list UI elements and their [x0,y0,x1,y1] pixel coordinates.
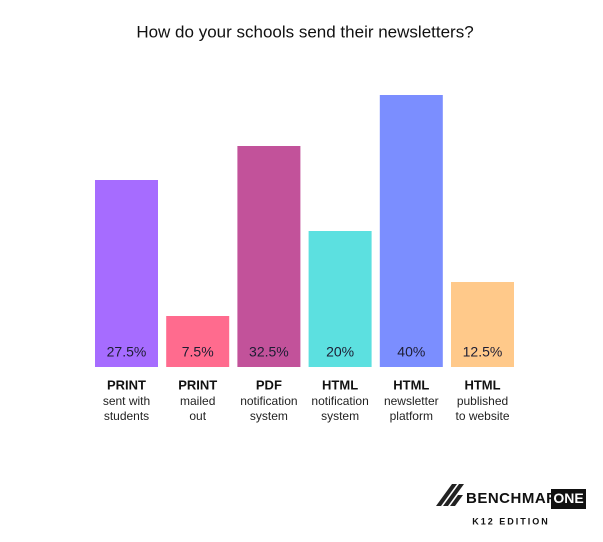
chart-title: How do your schools send their newslette… [136,22,473,41]
bar [308,231,372,367]
category-note: notification [311,394,368,408]
category-note: system [321,409,359,423]
category-label: PDF [256,377,282,392]
value-label: 40% [397,344,425,360]
category-note: out [189,409,206,423]
logo-edition: K12 EDITION [472,516,550,526]
category-label: PRINT [107,377,146,392]
logo-badge-box [551,489,586,509]
category-note: to website [455,409,509,423]
category-note: system [250,409,288,423]
category-note: platform [390,409,433,423]
logo-icon [436,484,464,506]
bar [95,180,158,367]
bar [166,316,230,367]
bar [451,282,514,367]
category-note: students [104,409,149,423]
category-note: mailed [180,394,215,408]
logo-badge: ONE [553,490,583,506]
category-note: published [457,394,508,408]
category-label: HTML [322,377,358,392]
logo: BENCHMARK ONE K12 EDITION [436,484,586,526]
category-label: PRINT [178,377,217,392]
value-label: 12.5% [463,344,503,360]
value-label: 27.5% [107,344,147,360]
bar [379,95,443,367]
category-note: notification [240,394,297,408]
category-label: HTML [464,377,500,392]
value-label: 20% [326,344,354,360]
logo-name: BENCHMARK [466,490,569,507]
bar [237,146,301,367]
category-label: HTML [393,377,429,392]
category-note: newsletter [384,394,439,408]
value-label: 32.5% [249,344,289,360]
category-note: sent with [103,394,150,408]
value-label: 7.5% [182,344,214,360]
